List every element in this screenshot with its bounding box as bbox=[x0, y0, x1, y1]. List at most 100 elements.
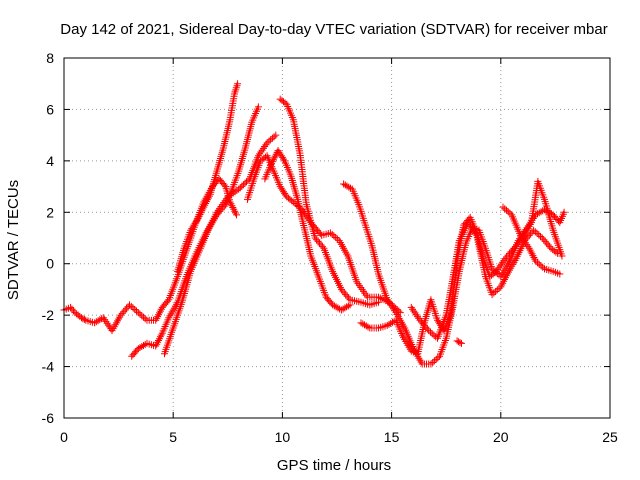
data-point bbox=[499, 258, 507, 266]
data-point bbox=[455, 338, 463, 346]
data-point bbox=[417, 318, 425, 326]
data-point bbox=[492, 288, 500, 295]
x-tick-label: 15 bbox=[384, 429, 400, 445]
y-tick-label: -4 bbox=[42, 359, 55, 375]
data-point bbox=[521, 239, 529, 247]
data-point bbox=[311, 234, 319, 242]
data-point bbox=[508, 246, 516, 254]
data-point bbox=[464, 219, 472, 227]
data-point bbox=[543, 239, 551, 247]
data-point bbox=[226, 192, 234, 200]
series-track-12 bbox=[453, 337, 465, 347]
data-point bbox=[241, 179, 249, 187]
data-point bbox=[527, 230, 535, 238]
series-track-2 bbox=[174, 80, 242, 275]
data-point bbox=[270, 133, 278, 141]
data-point bbox=[532, 257, 540, 265]
data-point bbox=[560, 208, 568, 216]
data-point bbox=[141, 315, 149, 323]
data-point bbox=[164, 297, 171, 305]
y-tick-label: 4 bbox=[46, 153, 54, 169]
series-track-10 bbox=[407, 219, 562, 342]
data-point bbox=[490, 289, 498, 297]
data-point bbox=[236, 184, 244, 192]
x-tick-label: 20 bbox=[493, 429, 509, 445]
series-track-4 bbox=[161, 131, 280, 358]
data-point bbox=[540, 236, 548, 244]
data-point bbox=[337, 285, 345, 293]
data-point bbox=[390, 305, 397, 313]
data-point bbox=[126, 301, 133, 309]
x-tick-label: 10 bbox=[275, 429, 291, 445]
data-point bbox=[80, 315, 88, 323]
data-point bbox=[488, 291, 496, 299]
y-tick-label: -2 bbox=[42, 307, 55, 323]
data-points bbox=[60, 80, 568, 368]
data-point bbox=[262, 141, 270, 149]
data-point bbox=[500, 277, 508, 285]
data-point bbox=[131, 306, 139, 313]
data-point bbox=[422, 323, 430, 331]
data-point bbox=[456, 339, 464, 347]
data-point bbox=[340, 289, 348, 297]
data-point bbox=[538, 234, 546, 242]
data-point bbox=[204, 196, 211, 204]
data-point bbox=[537, 233, 544, 240]
data-point bbox=[502, 272, 510, 280]
data-point bbox=[156, 333, 164, 341]
data-point bbox=[318, 243, 326, 251]
data-point bbox=[267, 136, 275, 144]
data-point bbox=[254, 152, 262, 160]
data-point bbox=[239, 181, 247, 189]
data-point bbox=[513, 241, 521, 249]
y-tick-label: -6 bbox=[42, 410, 55, 426]
data-point bbox=[317, 241, 325, 249]
data-point bbox=[67, 303, 75, 311]
data-point bbox=[263, 139, 271, 147]
data-point bbox=[261, 143, 269, 150]
y-tick-label: 8 bbox=[46, 50, 54, 66]
data-point bbox=[104, 321, 112, 329]
data-point bbox=[326, 229, 334, 237]
data-point bbox=[332, 234, 340, 241]
data-point bbox=[339, 287, 347, 295]
data-point bbox=[504, 251, 512, 259]
data-point bbox=[416, 316, 424, 324]
data-point bbox=[430, 357, 438, 365]
data-point bbox=[432, 355, 440, 363]
data-point bbox=[345, 294, 353, 302]
x-tick-label: 0 bbox=[60, 429, 68, 445]
data-point bbox=[134, 309, 142, 317]
data-point bbox=[231, 207, 239, 215]
data-point bbox=[346, 301, 354, 309]
data-point bbox=[316, 239, 323, 247]
data-point bbox=[472, 230, 479, 238]
data-point bbox=[488, 265, 496, 273]
data-point bbox=[328, 230, 336, 238]
data-point bbox=[523, 241, 531, 249]
data-point bbox=[313, 236, 321, 244]
data-point bbox=[535, 231, 543, 239]
data-point bbox=[333, 235, 341, 243]
x-tick-label: 25 bbox=[602, 429, 618, 445]
data-point bbox=[280, 155, 287, 163]
data-point bbox=[127, 302, 135, 310]
data-point bbox=[428, 330, 436, 338]
data-point bbox=[200, 203, 208, 211]
data-point bbox=[98, 315, 106, 323]
data-point bbox=[544, 241, 552, 249]
data-point bbox=[268, 158, 276, 166]
data-point bbox=[519, 235, 527, 243]
data-point bbox=[102, 317, 110, 325]
data-point bbox=[140, 313, 147, 321]
data-point bbox=[270, 154, 278, 162]
data-point bbox=[229, 204, 237, 211]
data-point bbox=[498, 281, 506, 289]
data-point bbox=[231, 188, 239, 196]
data-point bbox=[203, 198, 211, 206]
data-point bbox=[492, 267, 500, 275]
data-point bbox=[342, 291, 350, 299]
data-point bbox=[344, 302, 352, 310]
data-point bbox=[556, 270, 564, 278]
data-point bbox=[155, 337, 162, 344]
